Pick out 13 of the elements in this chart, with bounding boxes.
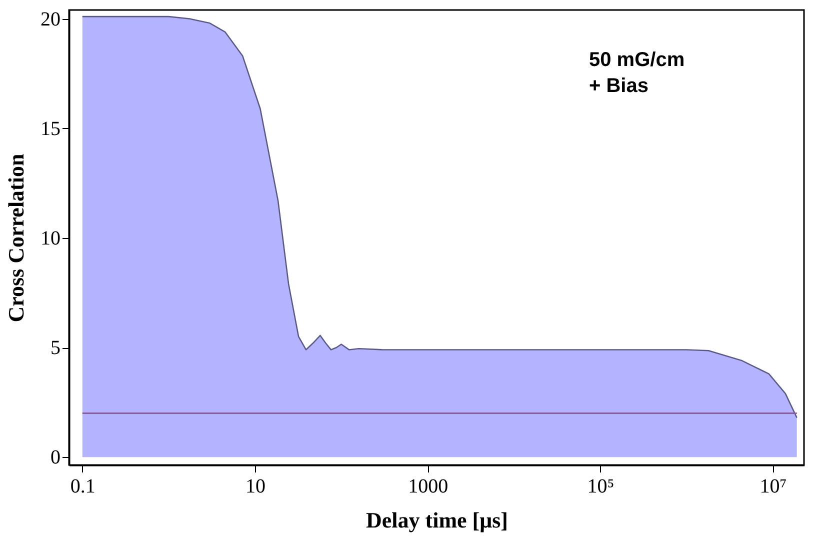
x-tick-label: 1000 (408, 476, 448, 498)
annotation: 50 mG/cm + Bias (589, 49, 685, 97)
y-tick-label: 5 (50, 337, 60, 360)
x-tick-label: 0.1 (70, 476, 96, 498)
y-tick-label: 15 (40, 118, 60, 140)
x-tick-label: 10 (245, 476, 266, 498)
y-tick-label: 0 (50, 446, 60, 469)
x-axis-title: Delay time [μs] (366, 508, 508, 532)
y-axis-title: Cross Correlation (4, 154, 28, 322)
x-tick-label: 10⁷ (760, 476, 787, 498)
x-tick-label: 10⁵ (587, 476, 614, 498)
y-tick-label: 20 (40, 8, 60, 30)
y-tick-label: 10 (40, 227, 60, 250)
